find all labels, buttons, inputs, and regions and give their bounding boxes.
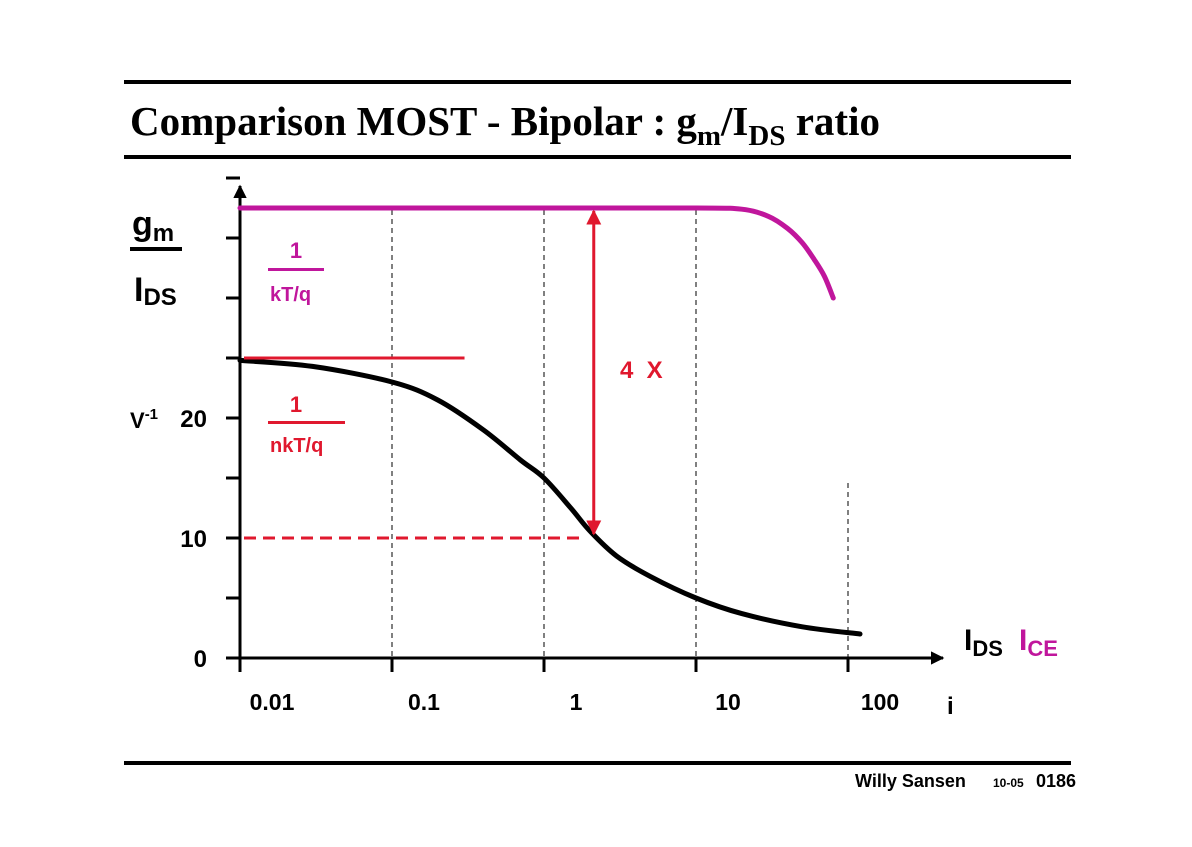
series-line-bipolar [237, 205, 836, 301]
ylabel-g: g [132, 205, 153, 243]
x-tick-label: 0.1 [408, 689, 440, 715]
x-tick-label: 10 [715, 689, 741, 715]
series-line-most [237, 357, 863, 637]
svg-text:IDS: IDS [964, 624, 1003, 661]
y-tick-label: 0 [194, 646, 207, 673]
y-tick-label: 20 [180, 406, 207, 433]
footer-code-small: 10-05 [993, 776, 1024, 790]
most-label: 1 nkT/q [268, 392, 345, 457]
ratio-label: 4 X [620, 357, 663, 384]
svg-text:IDS: IDS [134, 271, 177, 311]
x-tick-label: 100 [861, 689, 899, 715]
annotations [244, 209, 602, 540]
y-unit-label: V-1 [130, 406, 158, 433]
x-axis-label: IDS ICE [964, 624, 1058, 661]
svg-text:1: 1 [290, 392, 302, 417]
svg-text:kT/q: kT/q [270, 284, 311, 306]
footer: Willy Sansen 10-05 0186 [855, 771, 1076, 791]
title-rule-top [124, 80, 1071, 84]
footer-code-number: 0186 [1036, 771, 1076, 791]
footer-author: Willy Sansen [855, 771, 966, 791]
y-axis-label: gm IDS [130, 205, 182, 311]
svg-text:gm: gm [132, 205, 174, 247]
tick-labels: 0 10 20 0.01 0.1 1 10 100 [180, 406, 899, 715]
grid-lines [391, 210, 849, 658]
series-layer [237, 205, 863, 637]
svg-text:ICE: ICE [1019, 624, 1058, 661]
y-tick-label: 10 [180, 526, 207, 553]
x-unit-label: i [947, 693, 954, 720]
axis-ticks [226, 176, 850, 672]
x-tick-label: 0.01 [250, 689, 295, 715]
svg-text:1: 1 [290, 238, 302, 263]
footer-rule [124, 761, 1071, 765]
x-tick-label: 1 [570, 689, 583, 715]
title-rule-bottom [124, 155, 1071, 159]
svg-text:nkT/q: nkT/q [270, 435, 323, 457]
bipolar-label: 1 kT/q [268, 238, 324, 306]
page-title: Comparison MOST - Bipolar : gm/IDS ratio [130, 98, 880, 152]
